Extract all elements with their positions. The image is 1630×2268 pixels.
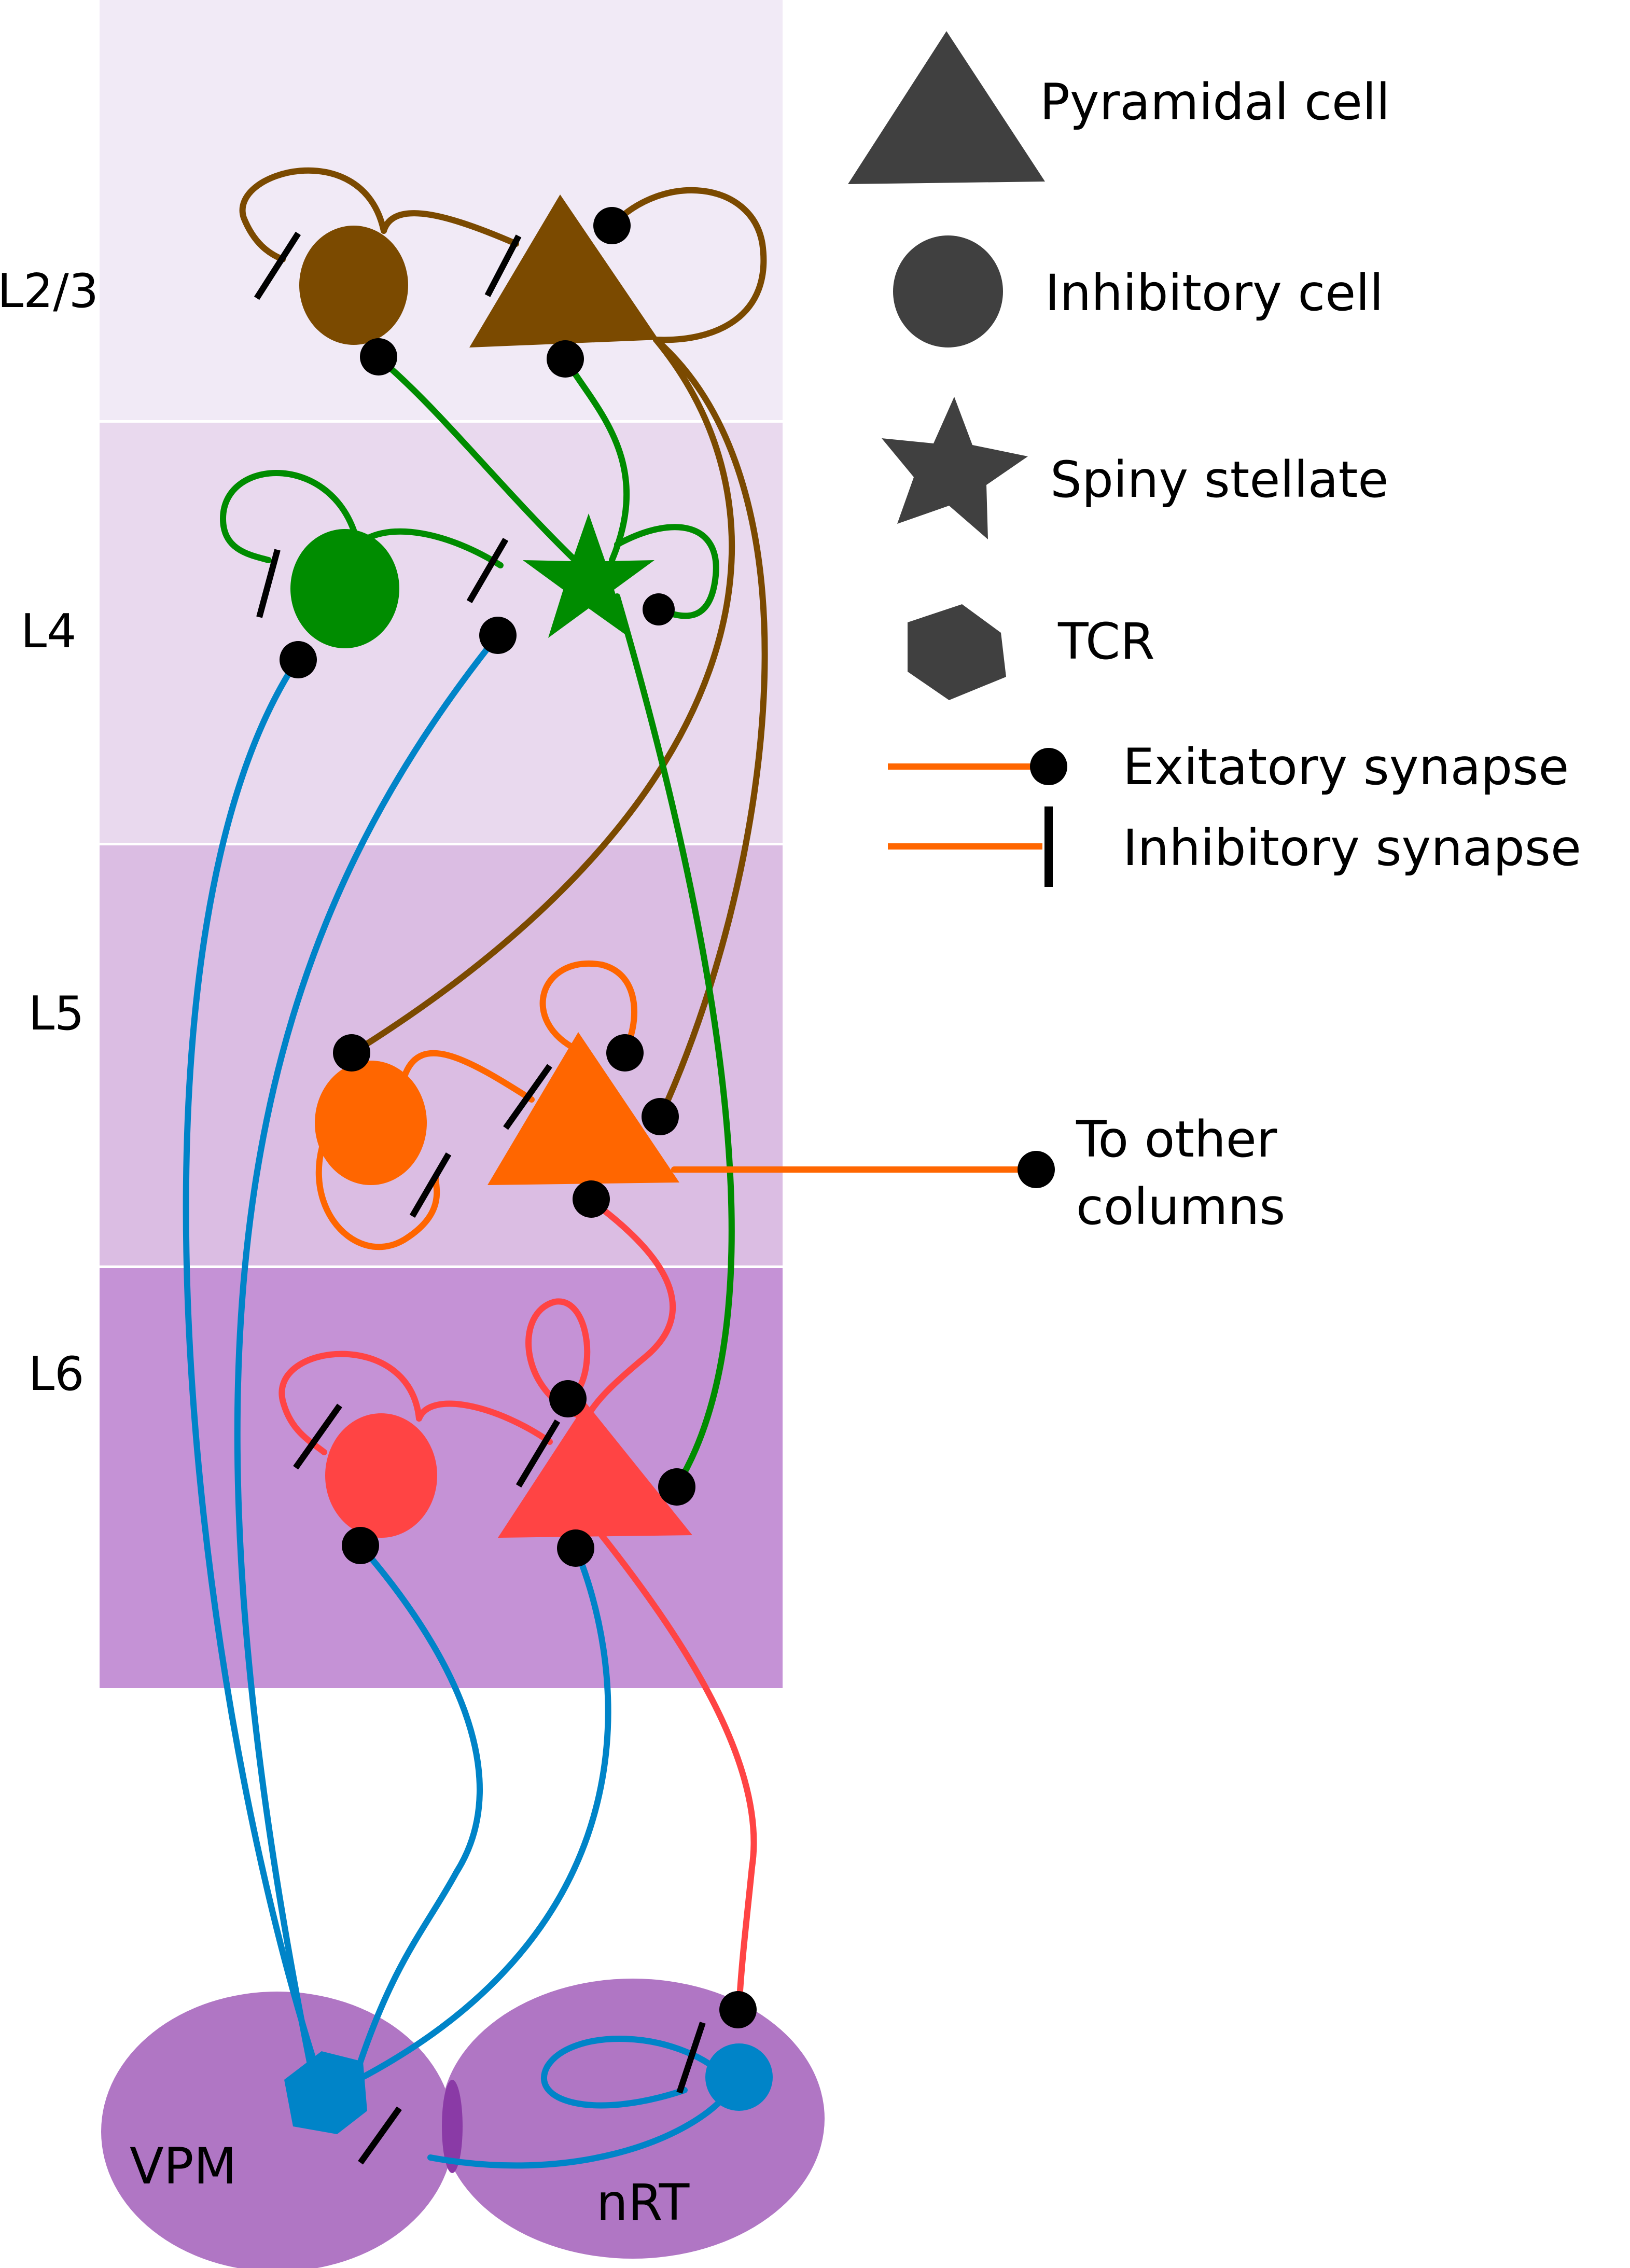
legend-inhibitory-icon — [893, 235, 1003, 347]
l5-pyramidal-cell — [487, 1032, 679, 1185]
l5-pyr-self-loop — [539, 961, 637, 1053]
legend-stellate-icon — [882, 397, 1028, 539]
l4-inh-to-stellate — [355, 528, 504, 568]
stellate-self-loop — [614, 524, 719, 619]
legend-excitatory-label: Exitatory synapse — [1123, 738, 1569, 796]
legend-excitatory-icon — [1030, 748, 1067, 785]
l4-inhibitory-cell — [290, 529, 399, 648]
l5-pyr-to-l6-pyr — [583, 1198, 676, 1422]
l6-inh-self-loop — [278, 1351, 422, 1455]
exc-synapse-l23-inh-out — [360, 338, 397, 375]
layer-labels: L2/3 L4 L5 L6 — [0, 264, 99, 1401]
l6-inh-to-pyr — [416, 1400, 553, 1445]
exc-synapse-l6-inh-out — [342, 1527, 379, 1564]
nucleus-overlap — [442, 2080, 463, 2173]
legend-stellate-label: Spiny stellate — [1050, 451, 1388, 509]
other-columns-label-line2: columns — [1076, 1178, 1285, 1236]
exc-synapse-l6-pyr-out — [557, 1529, 594, 1567]
layer-l23-band — [100, 0, 783, 420]
exc-synapse-l5-pyr-out — [573, 1180, 610, 1218]
l23-inhibitory-cell — [299, 226, 408, 345]
exc-synapse-stellate-in — [479, 617, 517, 654]
l5-inh-to-pyr — [401, 1050, 535, 1103]
l6-pyr-to-nrt — [598, 1532, 757, 2010]
l23-pyr-to-stellate — [562, 356, 630, 563]
exc-synapse-l5-pyr-in — [642, 1098, 679, 1135]
connections — [183, 167, 1039, 2169]
layer-label-l23: L2/3 — [0, 264, 99, 318]
exc-synapse-l4-inh-in — [280, 641, 317, 678]
l23-inh-self-loop — [239, 167, 387, 262]
exc-synapse-nrt-in — [719, 1991, 757, 2028]
inh-synapse-l6-self — [293, 1403, 342, 1470]
nucleus-labels: VPM nRT — [130, 2137, 690, 2232]
l6-inhibitory-cell — [325, 1413, 437, 1538]
other-columns-label-line1: To other — [1076, 1110, 1277, 1168]
inh-synapse-nrt-self — [676, 2022, 706, 2094]
legend-inhibitory-syn-label: Inhibitory synapse — [1123, 819, 1581, 877]
vpm-label: VPM — [130, 2137, 236, 2195]
legend-tcr-icon — [908, 604, 1006, 700]
exc-synapse-l5-pyr-self — [606, 1034, 644, 1072]
l23-inh-to-pyr — [381, 210, 519, 247]
layer-label-l4: L4 — [21, 604, 76, 659]
l6-pyr-to-vpm — [355, 1545, 611, 2083]
l23-pyramidal-cell — [469, 194, 659, 347]
l6-inh-to-vpm — [355, 1542, 483, 2072]
inh-synapse-l4-self — [256, 549, 281, 618]
l5-inhibitory-cell — [315, 1061, 427, 1185]
legend-tcr-label: TCR — [1057, 613, 1155, 671]
inh-synapse-l5-pyr — [503, 1064, 552, 1130]
l6-pyramidal-cell — [498, 1403, 692, 1538]
l23-inh-to-stellate — [377, 356, 594, 579]
legend: Pyramidal cell Inhibitory cell Spiny ste… — [848, 31, 1581, 887]
legend-pyramidal-label: Pyramidal cell — [1040, 73, 1390, 131]
thalamic-nuclei — [101, 1979, 825, 2268]
l5-inh-self-loop — [315, 1117, 440, 1250]
legend-pyramidal-icon — [848, 31, 1045, 184]
layer-label-l6: L6 — [29, 1347, 84, 1401]
synapses — [254, 207, 1055, 2165]
l4-spiny-stellate-cell — [523, 513, 654, 638]
exc-synapse-l5-inh-in — [333, 1034, 370, 1072]
stellate-to-l6-pyr — [614, 593, 735, 1489]
exc-synapse-l6-pyr-self — [549, 1380, 587, 1417]
nrt-label: nRT — [596, 2174, 690, 2232]
exc-synapse-l23-pyr-self — [593, 207, 631, 244]
cells — [284, 194, 773, 2134]
l23-pyr-self-loop — [609, 187, 767, 343]
layer-l4-band — [100, 423, 783, 843]
l23-pyr-to-l5-inh — [350, 337, 735, 1056]
vpm-to-stellate — [234, 632, 501, 2072]
exc-synapse-l23-pyr-out — [547, 340, 584, 378]
l6-pyr-self-loop — [525, 1298, 591, 1422]
vpm-nucleus — [101, 1992, 454, 2268]
inh-synapse-l4-stellate — [466, 537, 509, 604]
inh-synapse-l6-pyr — [516, 1419, 561, 1488]
vpm-to-l4-inh — [183, 656, 325, 2088]
nrt-self-loop — [541, 2036, 729, 2109]
inh-synapse-l23-self — [254, 231, 301, 300]
legend-inhibitory-label: Inhibitory cell — [1045, 264, 1384, 322]
nrt-to-vpm — [427, 2092, 729, 2169]
exc-synapse-stellate-self — [643, 593, 675, 625]
l23-pyr-to-l5-pyr — [653, 337, 768, 1118]
nrt-inhibitory-cell — [705, 2043, 773, 2111]
l4-inh-self-loop — [219, 470, 361, 563]
inh-synapse-l5-self — [409, 1152, 452, 1218]
layer-label-l5: L5 — [29, 986, 84, 1041]
exc-synapse-other-columns — [1018, 1151, 1055, 1188]
inh-synapse-nrt-vpm — [358, 2106, 402, 2165]
vpm-tcr-cell — [284, 2051, 367, 2134]
inh-synapse-l23-pyr — [484, 234, 522, 297]
exc-synapse-l6-pyr-in — [658, 1468, 695, 1506]
